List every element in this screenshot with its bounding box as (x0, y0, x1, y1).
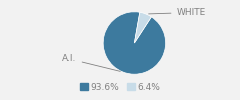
Legend: 93.6%, 6.4%: 93.6%, 6.4% (76, 79, 164, 95)
Wedge shape (134, 12, 151, 43)
Text: A.I.: A.I. (62, 55, 120, 71)
Wedge shape (103, 12, 166, 74)
Text: WHITE: WHITE (149, 8, 206, 17)
